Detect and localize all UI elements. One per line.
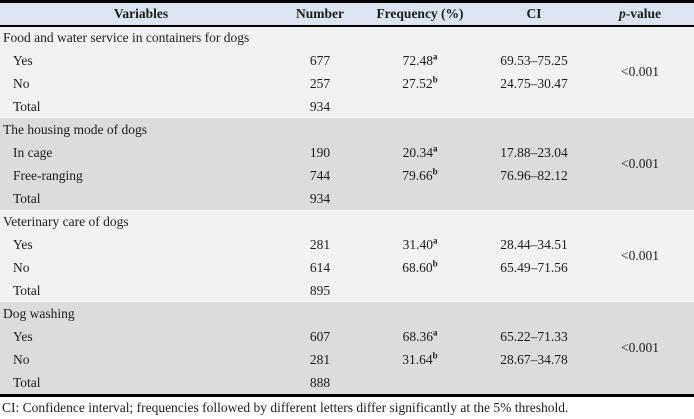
table-row: No 281 31.64b 28.67–34.78 <box>0 348 694 371</box>
header-row: Variables Number Frequency (%) CI p-valu… <box>0 3 694 27</box>
significance-letter: b <box>432 350 438 360</box>
table-row: No 257 27.52b 24.75–30.47 <box>0 72 694 95</box>
section-label-row: Veterinary care of dogs <box>0 210 694 233</box>
table-row: Free-ranging 744 79.66b 76.96–82.12 <box>0 164 694 187</box>
total-row: Total 895 <box>0 279 694 302</box>
section-label-row: Food and water service in containers for… <box>0 26 694 49</box>
p-value-cell: <0.001 <box>621 156 659 171</box>
frequency-cell: 68.60b <box>402 258 438 275</box>
number-cell: 614 <box>309 259 331 275</box>
ci-cell: 65.22–71.33 <box>500 328 568 344</box>
row-label: No <box>13 75 30 91</box>
p-value-cell: <0.001 <box>621 248 659 263</box>
section-dog-washing: Dog washing Yes 607 68.36a 65.22–71.33 <… <box>0 302 694 394</box>
section-label: Dog washing <box>3 305 75 321</box>
table-row: No 614 68.60b 65.49–71.56 <box>0 256 694 279</box>
significance-letter: a <box>432 143 438 153</box>
significance-letter: a <box>432 327 438 337</box>
col-header-variables: Variables <box>0 3 282 27</box>
total-row: Total 888 <box>0 371 694 394</box>
table-footnote: CI: Confidence interval; frequencies fol… <box>0 397 694 418</box>
total-number-cell: 888 <box>309 374 331 390</box>
row-label: In cage <box>13 144 53 160</box>
significance-letter: b <box>432 166 438 176</box>
section-label-row: The housing mode of dogs <box>0 118 694 141</box>
total-number-cell: 934 <box>309 98 331 114</box>
significance-letter: a <box>432 51 438 61</box>
table-row: Yes 607 68.36a 65.22–71.33 <0.001 <box>0 325 694 356</box>
frequency-cell: 79.66b <box>402 166 438 183</box>
section-housing-mode: The housing mode of dogs In cage 190 20.… <box>0 118 694 210</box>
table-row: Yes 281 31.40a 28.44–34.51 <0.001 <box>0 233 694 264</box>
number-cell: 257 <box>309 75 331 91</box>
section-food-water: Food and water service in containers for… <box>0 26 694 118</box>
p-value-italic-p: p <box>619 6 626 21</box>
section-label-row: Dog washing <box>0 302 694 325</box>
significance-letter: b <box>432 74 438 84</box>
frequency-cell: 31.64b <box>402 350 438 367</box>
ci-cell: 28.44–34.51 <box>500 236 568 252</box>
frequency-cell: 68.36a <box>402 327 438 344</box>
statistics-table: Variables Number Frequency (%) CI p-valu… <box>0 0 694 397</box>
number-cell: 190 <box>309 144 331 160</box>
frequency-cell: 27.52b <box>402 74 438 91</box>
ci-cell: 69.53–75.25 <box>500 52 568 68</box>
section-label: Veterinary care of dogs <box>3 213 129 229</box>
ci-cell: 24.75–30.47 <box>500 75 568 91</box>
p-value-cell: <0.001 <box>621 64 659 79</box>
row-label: Yes <box>13 328 33 344</box>
number-cell: 677 <box>309 52 331 68</box>
p-value-cell: <0.001 <box>621 340 659 355</box>
row-label: Free-ranging <box>13 167 83 183</box>
total-number-cell: 895 <box>309 282 331 298</box>
total-label: Total <box>13 190 41 206</box>
section-veterinary-care: Veterinary care of dogs Yes 281 31.40a 2… <box>0 210 694 302</box>
col-header-number: Number <box>282 3 358 27</box>
row-label: No <box>13 259 30 275</box>
total-label: Total <box>13 282 41 298</box>
table-row: In cage 190 20.34a 17.88–23.04 <0.001 <box>0 141 694 172</box>
table-row: Yes 677 72.48a 69.53–75.25 <0.001 <box>0 49 694 80</box>
ci-cell: 28.67–34.78 <box>500 351 568 367</box>
number-cell: 281 <box>309 236 331 252</box>
ci-cell: 17.88–23.04 <box>500 144 568 160</box>
frequency-cell: 31.40a <box>402 235 438 252</box>
col-header-frequency: Frequency (%) <box>358 3 482 27</box>
total-label: Total <box>13 374 41 390</box>
frequency-cell: 72.48a <box>402 51 438 68</box>
row-label: Yes <box>13 52 33 68</box>
significance-letter: b <box>432 258 438 268</box>
total-row: Total 934 <box>0 187 694 210</box>
total-number-cell: 934 <box>309 190 331 206</box>
col-header-ci: CI <box>482 3 586 27</box>
p-value-rest: -value <box>625 6 661 21</box>
ci-cell: 76.96–82.12 <box>500 167 568 183</box>
number-cell: 607 <box>309 328 331 344</box>
significance-letter: a <box>432 235 438 245</box>
row-label: Yes <box>13 236 33 252</box>
total-row: Total 934 <box>0 95 694 118</box>
variables-table: Variables Number Frequency (%) CI p-valu… <box>0 3 694 394</box>
section-label: Food and water service in containers for… <box>3 30 250 45</box>
row-label: No <box>13 351 30 367</box>
total-label: Total <box>13 98 41 114</box>
ci-cell: 65.49–71.56 <box>500 259 568 275</box>
col-header-p-value: p-value <box>586 3 694 27</box>
section-label: The housing mode of dogs <box>3 121 147 137</box>
number-cell: 281 <box>309 351 331 367</box>
frequency-cell: 20.34a <box>402 143 438 160</box>
number-cell: 744 <box>309 167 331 183</box>
